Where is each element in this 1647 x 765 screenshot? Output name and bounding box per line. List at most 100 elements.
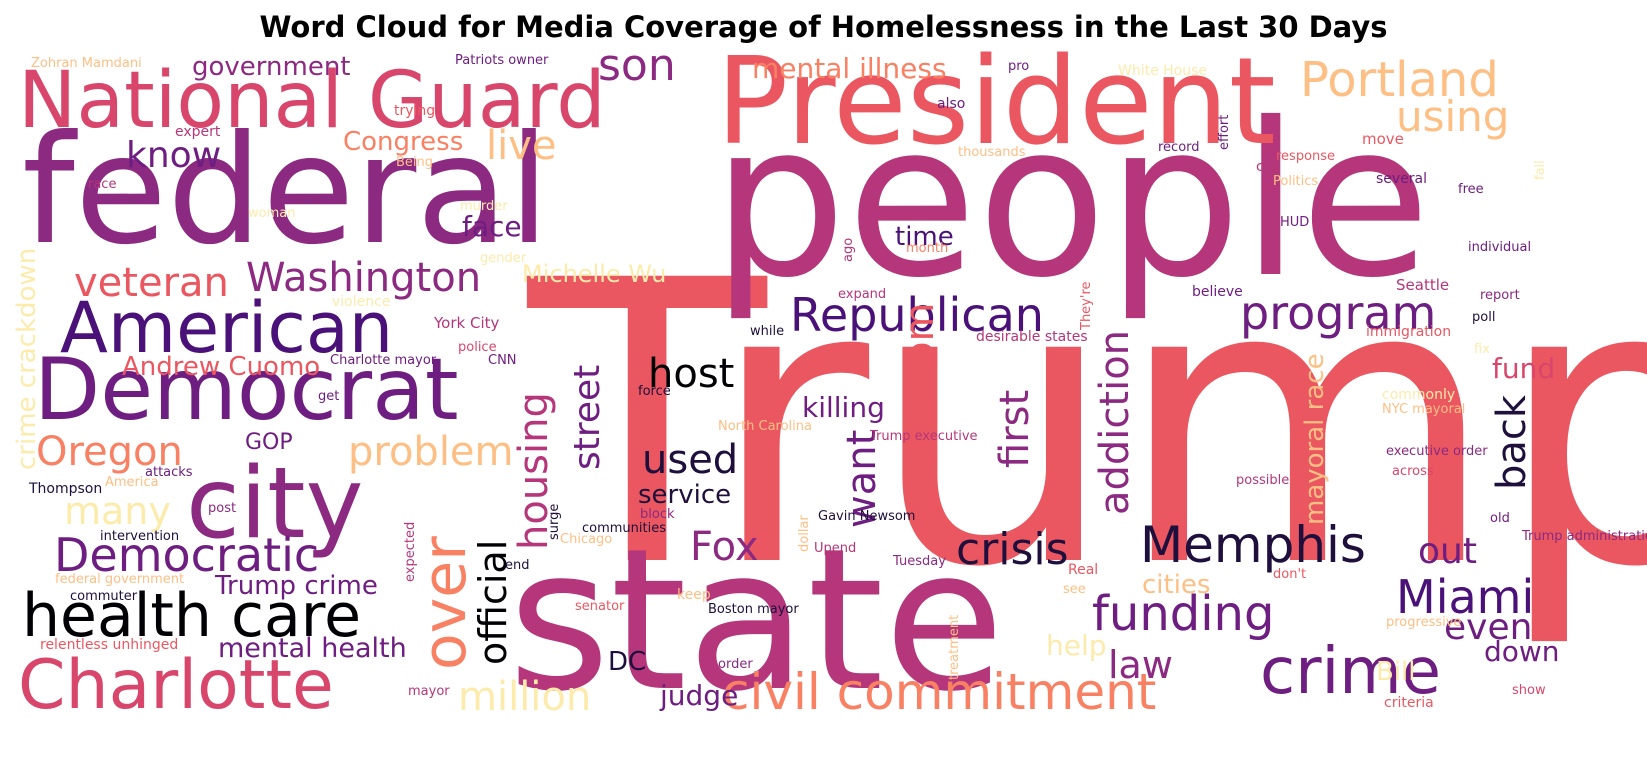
word-dc: DC [608, 647, 647, 677]
word-service: service [638, 480, 732, 510]
word-boston-mayor: keep [677, 587, 711, 603]
word-move: ago [841, 237, 856, 262]
word-hud: response [1276, 149, 1336, 164]
word-democrat: Democrat [34, 340, 459, 440]
word-memphis: Memphis [1140, 516, 1366, 574]
word-major: expected [403, 521, 418, 582]
word-andrew-cuomo: Andrew Cuomo [122, 352, 321, 382]
word-mental-illness: mental illness [752, 52, 947, 85]
word-mayor: mayor [408, 684, 450, 699]
word-law: law [1108, 643, 1173, 687]
word-upend: Trump executive [870, 429, 978, 444]
word-theyre: across [1392, 464, 1434, 479]
word-federal-government: federal government [55, 572, 185, 587]
word-poll: free [1458, 182, 1484, 197]
word-program: program [1240, 286, 1437, 340]
word-mayoral-race: mayoral race [1300, 353, 1330, 525]
word-crime: crime [1260, 635, 1441, 709]
word-fund: fund [1492, 352, 1556, 385]
word-trump: Trump [528, 198, 1647, 652]
word-charlotte-mayor: Charlotte mayor [330, 353, 437, 368]
word-host: host [648, 351, 735, 397]
word-being: Being [396, 155, 434, 170]
word-communities: communities [582, 521, 666, 536]
word-nyc-mayoral: individual [1468, 240, 1532, 255]
word-killing: killing [802, 391, 885, 424]
word-michelle-wu: Michelle Wu [522, 260, 667, 288]
word-possible: report [1480, 288, 1520, 303]
word-get: get [318, 389, 340, 404]
word-real: Boston mayor [708, 602, 799, 617]
word-using: using [1396, 92, 1510, 141]
word-face: face [462, 210, 522, 243]
word-thousands: while [750, 324, 785, 339]
word-executive-order: believe [1192, 284, 1243, 300]
word-million: million [458, 674, 592, 720]
word-fox: Fox [690, 524, 759, 570]
word-across: Seattle [1396, 276, 1450, 294]
word-dont: treatment [947, 614, 962, 680]
word-first: first [992, 389, 1038, 468]
word-democratic: Democratic [54, 528, 320, 582]
word-live: live [486, 123, 557, 169]
word-people: people [712, 77, 1431, 324]
word-federal: federal [22, 104, 550, 278]
word-old: poll [1472, 310, 1496, 325]
word-race: race [88, 177, 117, 192]
word-immigration: fail [1533, 160, 1548, 180]
word-newsom: Newsom [897, 302, 943, 474]
word-response: desirable states [976, 329, 1088, 345]
word-trying: trying [394, 103, 436, 119]
word-crime-crackdown: crime crackdown [12, 247, 42, 470]
word-show: see [1063, 582, 1086, 597]
word-health-care: health care [22, 581, 362, 651]
word-american: American [60, 287, 394, 369]
word-see: order [718, 657, 753, 672]
word-son: son [598, 40, 676, 91]
word-street: street [567, 364, 608, 470]
word-attacks: attacks [145, 465, 193, 480]
word-desirable-states: criteria [1384, 695, 1434, 711]
word-thompson: Thompson [29, 481, 103, 497]
word-free: record [1158, 140, 1200, 155]
word-woman: woman [248, 206, 296, 221]
word-individual: move [1362, 130, 1404, 148]
word-effort: old [1490, 511, 1510, 526]
word-police: police [458, 340, 497, 355]
word-city: city [186, 447, 364, 561]
word-trump-administration: immigration [1366, 324, 1452, 340]
word-president: President [716, 33, 1276, 172]
word-force: North Carolina [718, 419, 812, 434]
word-order: senator [575, 599, 625, 614]
word-washington: Washington [246, 255, 482, 301]
word-politics: thousands [958, 145, 1026, 160]
word-progressive: Real [1068, 562, 1099, 578]
word-zohran-mamdani: Zohran Mamdani [31, 56, 142, 71]
word-over: over [410, 536, 480, 670]
word-bill: Bill [1376, 657, 1416, 687]
word-north-carolina: surge [547, 503, 562, 540]
word-gop: GOP [245, 430, 293, 455]
word-treatment: executive order [1386, 444, 1488, 459]
word-problem: problem [348, 429, 514, 475]
word-block: block [640, 507, 675, 522]
word-chicago: Chicago [560, 532, 613, 547]
word-gavin-newsom: dollar [797, 515, 812, 552]
word-believe: cut [1256, 159, 1279, 175]
word-charlotte: Charlotte [18, 646, 334, 725]
word-intervention: intervention [100, 529, 180, 544]
word-back: back [1489, 394, 1535, 490]
word-know: know [126, 135, 222, 176]
word-down: down [1484, 635, 1560, 668]
word-murder: murder [460, 199, 508, 214]
word-gender: gender [480, 251, 527, 266]
word-several: effort [1217, 114, 1232, 150]
word-expected: NYC mayoral [1382, 402, 1466, 417]
word-addiction: addiction [1092, 329, 1138, 515]
word-many: many [64, 489, 171, 533]
word-month: expand [838, 287, 887, 302]
word-pro: pro [1008, 59, 1030, 74]
word-america: America [105, 475, 159, 490]
word-fix: HUD [1280, 215, 1310, 230]
word-out: out [1418, 531, 1477, 572]
